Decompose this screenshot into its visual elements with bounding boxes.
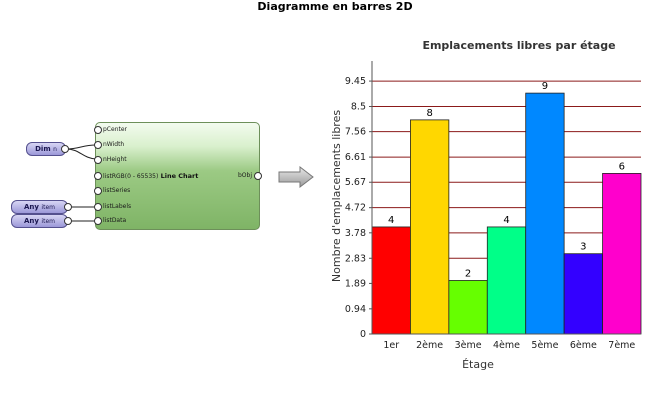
input-node-any-2[interactable]: Any item [11,214,68,228]
bar [602,173,642,335]
chart-bars [371,92,642,335]
data-label: 9 [542,81,548,92]
data-label: 8 [426,108,432,119]
y-tick-label: 2.83 [345,253,366,264]
input-port-pcenter[interactable] [94,126,102,134]
input-node-any-1-port[interactable] [64,203,72,211]
input-node-any-1-label: Any [24,203,39,211]
y-tick-label: 3.78 [345,228,366,239]
arrow-right-icon [278,166,314,188]
x-tick-label: 1er [383,340,399,351]
bar [563,253,603,335]
output-port-bobj[interactable] [254,172,262,180]
y-tick-label: 0 [360,329,366,340]
input-node-dim[interactable]: Dim n [26,142,66,156]
input-port-nheight[interactable] [94,156,102,164]
x-tick-label: 5ème [531,340,558,351]
input-node-dim-sub: n [53,146,57,153]
x-tick-label: 2ème [416,340,443,351]
input-node-any-2-port[interactable] [64,217,72,225]
x-tick-label: 4ème [493,340,520,351]
input-port-listrgb[interactable] [94,172,102,180]
bar [371,226,411,335]
input-node-any-2-label: Any [24,217,39,225]
y-axis-label: Nombre d'emplacements libres [330,110,343,282]
input-node-dim-port[interactable] [61,145,69,153]
node-title: listRGB(0 - 65535) Line Chart [103,172,198,180]
input-label-nheight: nHeight [103,156,127,163]
data-label: 2 [465,268,471,279]
input-label-listseries: listSeries [103,187,131,194]
bar [486,226,527,335]
data-label: 4 [503,215,509,226]
input-label-listrgb: listRGB(0 - 65535) [103,173,159,180]
input-label-nwidth: nWidth [103,141,125,148]
x-axis-label: Étage [462,358,494,371]
chart-data-labels: 4 8 2 4 9 3 6 [388,81,625,279]
node-name: Line Chart [160,172,199,180]
bar [525,92,565,335]
y-tick-label: 6.61 [345,152,366,163]
wire-dim-2 [65,148,97,160]
y-tick-label: 5.67 [345,177,366,188]
input-node-any-2-sub: item [41,218,55,225]
bar [448,280,488,335]
input-port-listdata[interactable] [94,217,102,225]
x-tick-label: 6ème [570,340,597,351]
input-node-any-1[interactable]: Any item [11,200,68,214]
input-label-pcenter: pCenter [103,126,128,133]
line-chart-node[interactable] [95,122,260,230]
bar [410,119,450,335]
input-label-listdata: listData [103,217,127,224]
input-port-listseries[interactable] [94,187,102,195]
input-port-nwidth[interactable] [94,141,102,149]
y-tick-label: 4.72 [345,203,366,214]
input-node-dim-label: Dim [35,145,51,153]
x-tick-label: 7ème [608,340,635,351]
data-label: 6 [619,161,625,172]
x-tick-label: 3ème [455,340,482,351]
chart-y-ticks: 0 0.94 1.89 2.83 3.78 4.72 5.67 6.61 7.56 8.5 9.45 [345,76,372,340]
data-label: 4 [388,215,394,226]
y-tick-label: 8.5 [351,102,366,113]
y-tick-label: 1.89 [345,278,366,289]
input-node-any-1-sub: item [41,204,55,211]
y-tick-label: 0.94 [345,304,366,315]
input-port-listlabels[interactable] [94,203,102,211]
chart-x-ticks: 1er 2ème 3ème 4ème 5ème 6ème 7ème [383,340,635,351]
page-title: Diagramme en barres 2D [257,0,413,13]
data-label: 3 [580,242,586,253]
chart-title: Emplacements libres par étage [422,39,615,52]
y-tick-label: 7.56 [345,127,366,138]
y-tick-label: 9.45 [345,76,366,87]
output-label-bobj: bObj [238,172,253,179]
input-label-listlabels: listLabels [103,203,132,210]
